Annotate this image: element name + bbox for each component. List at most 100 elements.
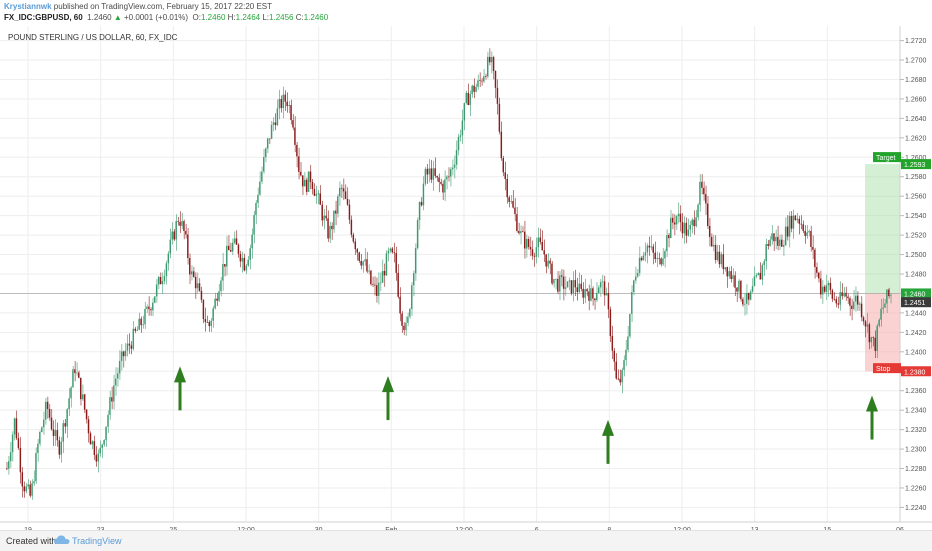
- candle-body: [816, 267, 818, 273]
- candle-body: [878, 319, 880, 326]
- target-price-tag-bg: [901, 159, 931, 170]
- ohlc-line: FX_IDC:GBPUSD, 60 1.2460 ▲ +0.0001 (+0.0…: [4, 12, 328, 24]
- candle-body: [354, 241, 357, 250]
- candle-body: [352, 234, 355, 242]
- candle-body: [541, 241, 543, 251]
- candle-body: [309, 171, 312, 182]
- candle-body: [11, 434, 14, 453]
- last-price: 1.2460: [87, 13, 112, 22]
- candle-body: [716, 251, 719, 260]
- candle-body: [498, 103, 501, 132]
- close-label: C:: [295, 13, 304, 22]
- candle-body: [872, 337, 874, 338]
- candle-body: [812, 246, 814, 250]
- candle-body: [198, 283, 201, 291]
- candle-body: [823, 286, 826, 292]
- candle-body: [132, 328, 135, 349]
- candle-body: [113, 385, 115, 402]
- candle-body: [420, 202, 423, 206]
- candle-body: [597, 287, 600, 294]
- candle-body: [76, 372, 78, 374]
- candle-body: [759, 272, 762, 280]
- candle-body: [286, 101, 288, 107]
- candle-body: [79, 377, 82, 400]
- candle-body: [736, 287, 738, 292]
- candle-body: [25, 486, 27, 492]
- candle-body: [471, 85, 473, 94]
- candle-body: [169, 239, 172, 254]
- candle-body: [270, 124, 273, 139]
- candle-body: [152, 302, 154, 311]
- candle-body: [46, 401, 49, 409]
- candle-body: [825, 285, 828, 292]
- candle-body: [436, 175, 438, 178]
- candle-body: [311, 181, 314, 189]
- candle-body: [463, 103, 466, 121]
- candle-body: [769, 239, 771, 246]
- y-tick-label: 1.2680: [905, 77, 927, 84]
- candle-body: [564, 287, 567, 289]
- candle-body: [103, 440, 105, 445]
- candle-body: [204, 319, 207, 322]
- candle-body: [305, 179, 308, 192]
- candle-body: [796, 218, 799, 221]
- candle-body: [426, 168, 429, 175]
- candle-body: [747, 292, 750, 300]
- candle-body: [481, 80, 483, 82]
- candle-body: [237, 244, 240, 254]
- candle-body: [860, 303, 863, 318]
- candle-body: [814, 249, 816, 268]
- candle-body: [64, 423, 66, 427]
- chart-title: POUND STERLING / US DOLLAR, 60, FX_IDC: [8, 33, 178, 42]
- candle-body: [594, 298, 596, 301]
- candle-body: [313, 188, 316, 196]
- candle-body: [395, 252, 397, 273]
- candle-body: [317, 193, 320, 195]
- author-link[interactable]: Krystiannwk: [4, 2, 52, 11]
- candle-body: [263, 157, 265, 172]
- candle-body: [531, 249, 534, 256]
- candle-body: [882, 307, 884, 309]
- candle-body: [646, 245, 649, 253]
- candle-body: [91, 441, 94, 445]
- candle-body: [549, 260, 551, 264]
- stop-zone: [865, 293, 900, 372]
- candle-body: [140, 318, 142, 326]
- candle-body: [442, 183, 444, 193]
- candle-body: [880, 308, 882, 320]
- candle-body: [619, 378, 621, 383]
- candle-body: [253, 215, 255, 235]
- candle-body: [50, 417, 53, 430]
- candle-body: [7, 461, 10, 469]
- tradingview-cloud-icon: [54, 535, 70, 544]
- y-tick-label: 1.2500: [905, 252, 927, 259]
- y-tick-label: 1.2600: [905, 155, 927, 162]
- price-chart[interactable]: POUND STERLING / US DOLLAR, 60, FX_IDC 1…: [0, 26, 932, 530]
- candle-body: [409, 308, 411, 317]
- candle-body: [150, 309, 152, 311]
- candle-body: [508, 197, 510, 202]
- y-tick-label: 1.2340: [905, 408, 927, 415]
- candle-body: [60, 441, 62, 455]
- candle-body: [679, 213, 682, 223]
- symbol-label: FX_IDC:GBPUSD, 60: [4, 13, 83, 22]
- candle-body: [329, 225, 331, 239]
- candle-body: [745, 292, 748, 304]
- candle-body: [189, 258, 191, 275]
- candle-body: [876, 325, 878, 351]
- last-price-tag-bg: [901, 288, 931, 299]
- candle-body: [44, 401, 47, 420]
- candle-body: [479, 80, 481, 82]
- tradingview-link[interactable]: TradingView: [72, 536, 122, 546]
- candle-body: [761, 265, 763, 280]
- price-axis: 1.2240 1.2260 1.2280 1.2300 1.2320 1.2340 1.23…: [900, 38, 927, 512]
- candle-body: [444, 179, 446, 193]
- candle-body: [855, 295, 857, 302]
- candle-body: [707, 203, 709, 226]
- candle-body: [488, 56, 491, 63]
- candle-body: [697, 204, 699, 218]
- candle-body: [15, 418, 18, 439]
- candle-body: [576, 287, 579, 293]
- candle-body: [383, 270, 386, 276]
- candle-body: [422, 183, 425, 206]
